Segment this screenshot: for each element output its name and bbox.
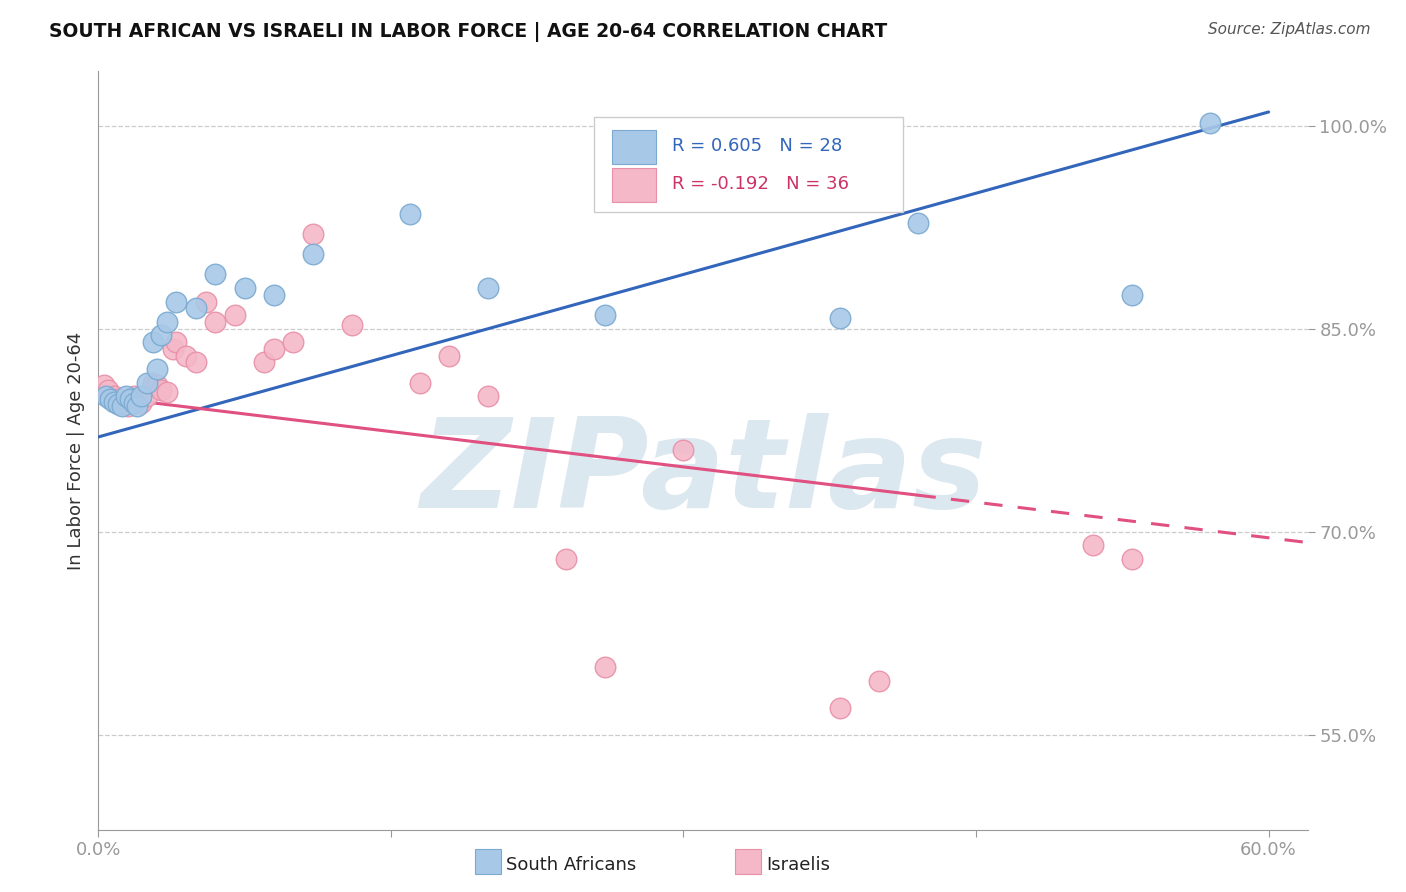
Point xyxy=(114,389,136,403)
Text: South Africans: South Africans xyxy=(506,856,637,874)
Point xyxy=(165,335,187,350)
Point xyxy=(340,318,363,332)
Point xyxy=(1121,287,1143,301)
Point xyxy=(131,396,153,410)
Point xyxy=(93,378,115,392)
Point xyxy=(117,399,139,413)
Point xyxy=(98,392,121,406)
Point xyxy=(283,335,305,350)
Point xyxy=(162,342,184,356)
Point xyxy=(122,389,145,403)
Point xyxy=(149,383,172,397)
Text: R = 0.605   N = 28: R = 0.605 N = 28 xyxy=(672,136,842,154)
FancyBboxPatch shape xyxy=(595,117,903,211)
Point xyxy=(174,349,197,363)
Point xyxy=(97,383,120,397)
Y-axis label: In Labor Force | Age 20-64: In Labor Force | Age 20-64 xyxy=(66,331,84,570)
Point xyxy=(111,399,134,413)
Point xyxy=(142,376,165,390)
Text: R = -0.192   N = 36: R = -0.192 N = 36 xyxy=(672,175,849,193)
Point xyxy=(107,392,129,406)
Point xyxy=(1081,538,1104,552)
Point xyxy=(146,362,169,376)
Point xyxy=(1121,551,1143,566)
Point xyxy=(263,342,285,356)
Point xyxy=(111,396,134,410)
Point xyxy=(131,389,153,403)
Point xyxy=(149,328,172,343)
Point xyxy=(204,315,226,329)
Point xyxy=(263,287,285,301)
Point xyxy=(165,294,187,309)
Point xyxy=(142,335,165,350)
Point xyxy=(253,355,276,369)
Point xyxy=(477,281,499,295)
Point xyxy=(233,281,256,295)
Point xyxy=(409,376,432,390)
Text: SOUTH AFRICAN VS ISRAELI IN LABOR FORCE | AGE 20-64 CORRELATION CHART: SOUTH AFRICAN VS ISRAELI IN LABOR FORCE … xyxy=(49,22,887,42)
Point xyxy=(122,396,145,410)
FancyBboxPatch shape xyxy=(613,169,655,202)
Point xyxy=(828,310,851,325)
Point xyxy=(907,216,929,230)
Point xyxy=(103,389,125,403)
Text: Source: ZipAtlas.com: Source: ZipAtlas.com xyxy=(1208,22,1371,37)
Point xyxy=(868,673,890,688)
Point xyxy=(555,551,578,566)
Point xyxy=(127,392,149,406)
Point xyxy=(595,660,617,674)
Point xyxy=(672,443,695,458)
Point xyxy=(477,389,499,403)
Point xyxy=(399,206,422,220)
Point xyxy=(224,308,246,322)
Point xyxy=(118,392,141,406)
Point xyxy=(194,294,217,309)
Point xyxy=(136,389,159,403)
Point xyxy=(156,385,179,400)
Point xyxy=(107,397,129,411)
Point xyxy=(184,355,207,369)
FancyBboxPatch shape xyxy=(613,130,655,164)
Point xyxy=(595,308,617,322)
Point xyxy=(184,301,207,316)
Text: ZIPatlas: ZIPatlas xyxy=(420,413,986,533)
Text: Israelis: Israelis xyxy=(766,856,831,874)
Point xyxy=(103,394,125,409)
Point xyxy=(136,376,159,390)
Point xyxy=(146,378,169,392)
Point xyxy=(204,268,226,282)
Point xyxy=(302,227,325,241)
Point xyxy=(828,700,851,714)
Point xyxy=(1199,116,1222,130)
Point xyxy=(96,389,118,403)
Point xyxy=(439,349,461,363)
Point xyxy=(302,247,325,261)
Point xyxy=(127,399,149,413)
Point xyxy=(156,315,179,329)
